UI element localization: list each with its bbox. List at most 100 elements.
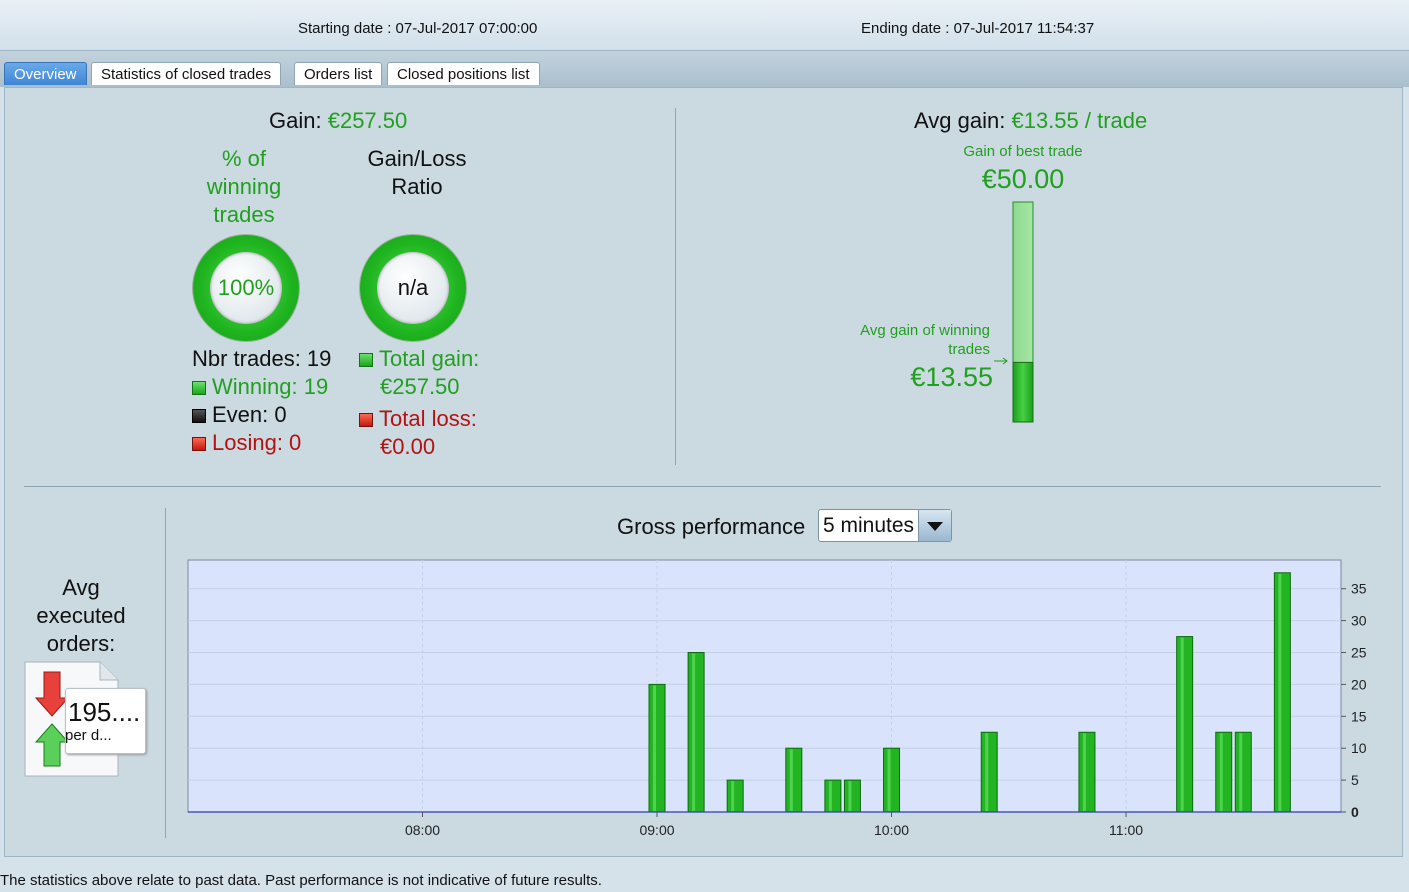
totals-breakdown: Total gain: €257.50 Total loss: €0.00 [359,345,479,461]
avg-winning-label-line1: Avg gain of winning [860,322,990,339]
tab-orders-list[interactable]: Orders list [294,62,383,85]
y-tick-label: 10 [1351,740,1367,756]
avg-winning-label: Avg gain of winning trades [840,321,990,359]
avg-orders-label-line2: executed [36,603,126,628]
even-trades-label: Even: 0 [212,402,287,427]
disclaimer-footer: The statistics above relate to past data… [0,869,1409,892]
chart-bar [785,747,803,813]
chart-bar [1215,731,1233,813]
chevron-down-icon[interactable] [918,510,951,541]
total-gain: Total gain: [359,345,479,373]
trades-breakdown: Nbr trades: 19 Winning: 19 Even: 0 Losin… [192,345,331,457]
chart-bar-highlight [887,749,891,811]
chart-bar-highlight [731,781,735,811]
tab-bar: Overview Statistics of closed trades Ord… [0,51,1409,87]
red-square-icon [192,437,206,451]
avg-orders-label-line3: orders: [46,631,116,656]
chart-bar-highlight [1239,733,1243,811]
chart-bar-highlight [985,733,989,811]
black-square-icon [192,409,206,423]
total-gain-label: Total gain: [379,346,480,371]
starting-date: Starting date : 07-Jul-2017 07:00:00 [298,20,538,37]
chart-bar [1176,636,1194,813]
total-loss-label: Total loss: [379,406,477,431]
chart-bar-highlight [789,749,793,811]
x-tick-label: 09:00 [639,822,674,838]
period-select[interactable]: 5 minutes [818,509,952,542]
arrow-right-icon [994,357,1008,365]
avg-gain-label: Avg gain: [914,108,1006,133]
losing-trades-label: Losing: 0 [212,430,302,455]
y-tick-label: 25 [1351,645,1367,661]
chart-bar [1273,572,1291,813]
gain-loss-ratio-value: n/a [377,252,449,324]
header-bar: Starting date : 07-Jul-2017 07:00:00 End… [0,0,1409,51]
chart-bar-highlight [828,781,832,811]
x-tick-label: 11:00 [1109,822,1143,838]
gain-label: Gain: [269,108,322,133]
vertical-divider [675,108,676,465]
nbr-trades: Nbr trades: 19 [192,346,332,371]
gain-loss-ratio-label: Gain/Loss Ratio [352,145,482,201]
avg-orders-card: 195.... per d... [65,688,146,754]
winning-pct-label: % of winning trades [186,145,302,229]
winning-trades-label: Winning: 19 [212,374,329,399]
avg-gain-summary: Avg gain: €13.55 / trade [914,108,1147,134]
chart-bar-highlight [1219,733,1223,811]
winning-pct-label-line3: trades [213,202,275,227]
chart-bar [1234,731,1252,813]
chart-bar [883,747,901,813]
chart-bar-highlight [1082,733,1086,811]
chart-background [187,559,1342,813]
gain-loss-ratio-ring: n/a [360,235,466,341]
chart-bar [687,652,705,813]
period-select-value: 5 minutes [823,514,915,537]
winning-pct-ring: 100% [193,235,299,341]
even-trades: Even: 0 [192,401,331,429]
avg-orders-unit: per d... [65,727,112,744]
gross-performance-chart: 0 5 10 15 20 25 30 35 08:00 09:00 10:00 11:00 [187,559,1367,838]
green-square-icon [192,381,206,395]
gross-performance-label: Gross performance [617,514,806,539]
avg-gain-value: €13.55 / trade [1011,108,1148,133]
total-gain-value: €257.50 [380,374,460,399]
avg-gain-bar [1012,201,1034,423]
gain-loss-ratio-label-line1: Gain/Loss [367,146,467,171]
gain-loss-ratio-label-line2: Ratio [391,174,443,199]
y-tick-label: 35 [1351,581,1367,597]
y-tick-label: 5 [1351,772,1359,788]
gain-value: €257.50 [327,108,408,133]
avg-winning-bar [1012,361,1034,423]
x-tick-label: 08:00 [405,822,440,838]
chart-bar-highlight [653,685,657,811]
winning-trades: Winning: 19 [192,373,331,401]
tab-closed-positions-list[interactable]: Closed positions list [387,62,540,85]
tab-statistics-closed-trades[interactable]: Statistics of closed trades [91,62,282,85]
avg-orders-label: Avg executed orders: [20,574,142,658]
vertical-divider-bottom [165,508,166,838]
tab-overview[interactable]: Overview [4,62,87,85]
chart-bar-highlight [1278,573,1282,811]
red-square-icon [359,413,373,427]
chart-bar [726,779,744,813]
chart-bar [980,731,998,813]
y-tick-label: 15 [1351,708,1367,724]
total-loss: Total loss: [359,405,479,433]
y-tick-label: 20 [1351,676,1367,692]
y-tick-label: 30 [1351,613,1367,629]
winning-pct-value: 100% [210,252,282,324]
chart-plot-area: 0 5 10 15 20 25 30 35 08:00 09:00 10:00 11:00 [187,559,1367,838]
winning-pct-label-line1: % of [221,146,267,171]
chart-bar-highlight [692,653,696,811]
chart-bar [824,779,842,813]
best-trade-value: €50.00 [981,164,1065,194]
x-tick-label: 10:00 [874,822,909,838]
chart-bar [648,683,666,813]
green-square-icon [359,353,373,367]
ending-date: Ending date : 07-Jul-2017 11:54:37 [861,20,1095,37]
chart-bar-highlight [848,781,852,811]
avg-winning-label-line2: trades [948,341,990,358]
chart-bar [1078,731,1096,813]
losing-trades: Losing: 0 [192,429,331,457]
avg-orders-label-line1: Avg [62,575,100,600]
